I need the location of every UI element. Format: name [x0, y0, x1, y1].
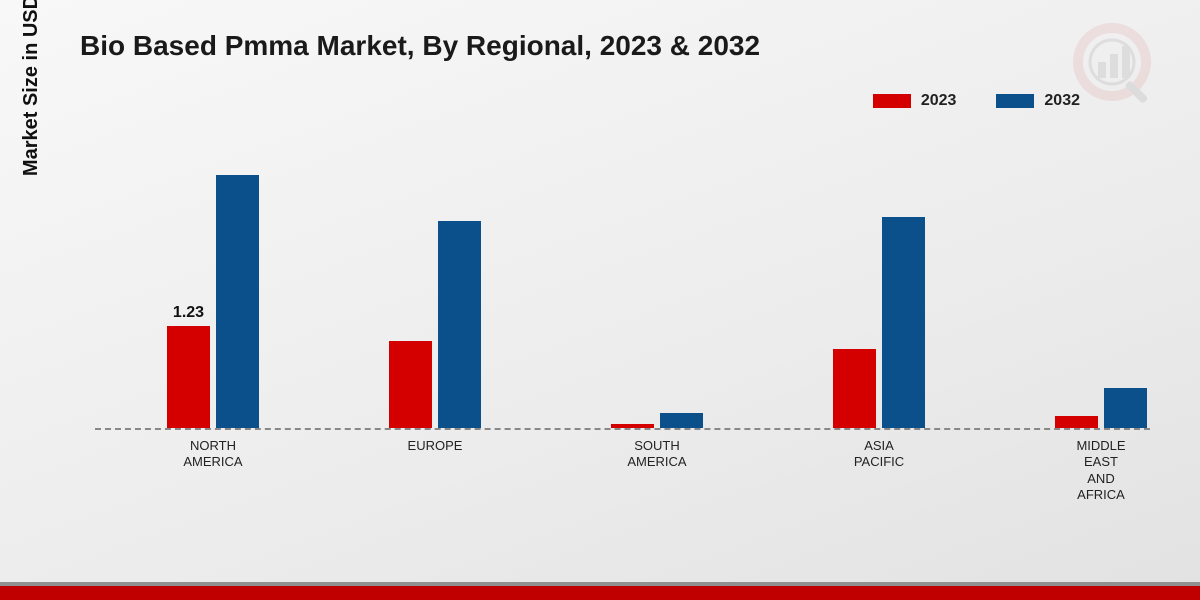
footer-bar: [0, 582, 1200, 600]
bar: [660, 413, 703, 428]
bar-data-label: 1.23: [173, 304, 204, 322]
x-axis-category-label: NORTHAMERICA: [153, 438, 273, 471]
x-axis-category-label: EUROPE: [375, 438, 495, 454]
x-axis-labels: NORTHAMERICA EUROPE SOUTHAMERICA ASIAPACIFI…: [95, 438, 1150, 538]
y-axis-label: Market Size in USD Billion: [20, 0, 43, 176]
plot-area: 1.23: [95, 140, 1150, 430]
legend-label: 2032: [1044, 92, 1080, 110]
chart-canvas: Bio Based Pmma Market, By Regional, 2023…: [0, 0, 1200, 600]
x-axis-category-label: SOUTHAMERICA: [597, 438, 717, 471]
bar: [389, 341, 432, 428]
x-axis-category-label: ASIAPACIFIC: [819, 438, 939, 471]
bar: [611, 424, 654, 428]
bar: [167, 326, 210, 428]
legend-swatch-2023: [873, 94, 911, 108]
bar: [216, 175, 259, 428]
bar: [1104, 388, 1147, 428]
legend-swatch-2032: [996, 94, 1034, 108]
bar: [1055, 416, 1098, 428]
legend: 2023 2032: [873, 92, 1080, 110]
bar: [438, 221, 481, 428]
baseline: [95, 428, 1150, 430]
legend-item-2023: 2023: [873, 92, 957, 110]
chart-title: Bio Based Pmma Market, By Regional, 2023…: [80, 30, 760, 62]
bar: [882, 217, 925, 428]
x-axis-category-label: MIDDLEEASTANDAFRICA: [1041, 438, 1161, 503]
legend-item-2032: 2032: [996, 92, 1080, 110]
bar: [833, 349, 876, 428]
legend-label: 2023: [921, 92, 957, 110]
logo-watermark-icon: [1070, 20, 1160, 115]
